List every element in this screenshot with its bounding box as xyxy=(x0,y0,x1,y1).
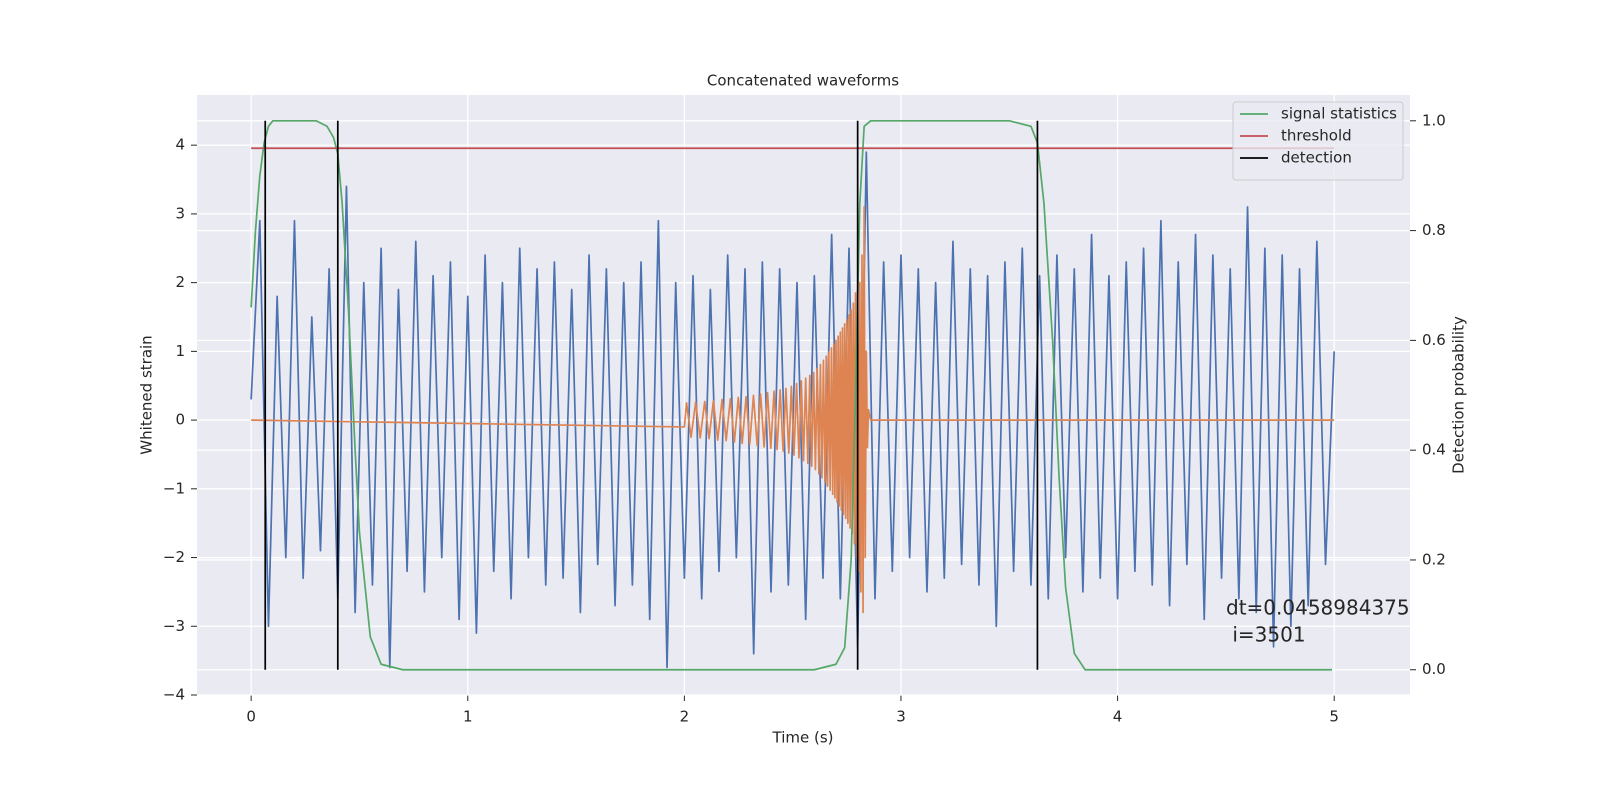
x-tick-label: 0 xyxy=(246,708,256,726)
y-tick-label: 4 xyxy=(175,136,185,154)
legend-label: threshold xyxy=(1281,127,1352,145)
legend-label: signal statistics xyxy=(1281,105,1397,123)
annotation: dt=0.0458984375 xyxy=(1226,596,1410,620)
y2-tick-label: 0.6 xyxy=(1422,331,1446,349)
x-tick-label: 4 xyxy=(1113,708,1123,726)
y2-tick-label: 0.4 xyxy=(1422,441,1446,459)
y-tick-label: −1 xyxy=(163,479,185,497)
x-tick-label: 3 xyxy=(896,708,906,726)
x-tick-label: 2 xyxy=(680,708,690,726)
y2-tick-label: 1.0 xyxy=(1422,111,1446,129)
plot-area xyxy=(197,95,1410,695)
y2-tick-label: 0.0 xyxy=(1422,660,1446,678)
y-tick-label: 2 xyxy=(175,273,185,291)
y-tick-label: −4 xyxy=(163,686,185,704)
series-line xyxy=(251,206,1335,614)
y-tick-label: 1 xyxy=(175,342,185,360)
legend-box xyxy=(1232,101,1404,181)
y2-tick-label: 0.8 xyxy=(1422,221,1446,239)
y-tick-label: −2 xyxy=(163,548,185,566)
x-tick-label: 1 xyxy=(463,708,473,726)
chart-title: Concatenated waveforms xyxy=(707,72,899,90)
y2-axis-label: Detection probability xyxy=(1450,316,1468,474)
x-tick-label: 5 xyxy=(1329,708,1339,726)
y-tick-label: 0 xyxy=(175,411,185,429)
y2-tick-label: 0.2 xyxy=(1422,550,1446,568)
x-axis-label: Time (s) xyxy=(772,729,834,747)
y-tick-label: 3 xyxy=(175,204,185,222)
series-line xyxy=(250,119,1333,671)
annotation: i=3501 xyxy=(1226,623,1306,647)
y-tick-label: −3 xyxy=(163,617,185,635)
y-axis-label: Whitened strain xyxy=(138,335,156,454)
legend-label: detection xyxy=(1281,149,1352,167)
